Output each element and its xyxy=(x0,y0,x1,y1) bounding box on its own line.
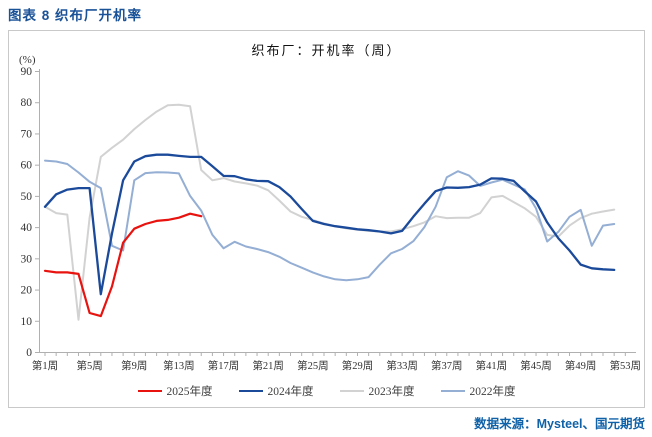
x-axis-tick-label: 第29周 xyxy=(342,359,374,372)
chart-title: 织布厂：开机率（周） xyxy=(251,43,402,58)
x-axis-tick-label: 第53周 xyxy=(610,359,642,372)
chart-legend: 2025年度 2024年度 2023年度 2022年度 xyxy=(9,383,644,399)
x-axis-tick-label: 第13周 xyxy=(163,359,195,372)
y-axis-tick-label: 50 xyxy=(21,191,33,203)
legend-label: 2022年度 xyxy=(469,386,516,398)
x-axis-tick-label: 第5周 xyxy=(77,359,103,372)
y-axis-tick-label: 40 xyxy=(21,222,33,234)
figure-title: 图表 8 织布厂开机率 xyxy=(8,8,143,23)
line-chart-plot: 0 10 20 30 40 50 60 70 80 90 第1周 第5周 第9周 第13周 第17周 第21周… xyxy=(21,66,642,372)
x-axis-tick-label: 第25周 xyxy=(297,359,329,372)
x-axis-tick-label: 第1周 xyxy=(32,359,58,372)
y-axis-tick-label: 90 xyxy=(21,66,33,78)
legend-swatch-icon xyxy=(339,390,364,392)
y-axis-unit-label: (%) xyxy=(19,54,36,66)
series-line-2024年度 xyxy=(43,153,616,296)
x-axis-tick-label: 第37周 xyxy=(431,359,463,372)
legend-item-2023年度: 2023年度 xyxy=(339,383,415,399)
legend-swatch-icon xyxy=(440,390,465,392)
x-axis-tick-label: 第49周 xyxy=(565,359,597,372)
x-axis-tick-label: 第9周 xyxy=(121,359,147,372)
legend-swatch-icon xyxy=(238,390,263,392)
legend-label: 2024年度 xyxy=(267,386,314,398)
y-axis-tick-label: 80 xyxy=(21,97,33,109)
x-axis-tick-label: 第41周 xyxy=(476,359,508,372)
x-axis-tick-label: 第45周 xyxy=(520,359,552,372)
legend-item-2024年度: 2024年度 xyxy=(238,383,314,399)
data-source-note: 数据来源：Mysteel、国元期货 xyxy=(474,417,645,431)
series-line-2023年度 xyxy=(44,103,616,321)
y-axis-tick-label: 0 xyxy=(26,347,32,359)
y-axis-tick-label: 20 xyxy=(21,285,33,297)
y-axis-tick-label: 70 xyxy=(21,128,33,140)
legend-label: 2025年度 xyxy=(166,386,213,398)
legend-label: 2023年度 xyxy=(368,386,415,398)
legend-item-2025年度: 2025年度 xyxy=(137,383,213,399)
x-axis-tick-label: 第21周 xyxy=(252,359,284,372)
series-line-2022年度 xyxy=(44,159,616,282)
series-line-2025年度 xyxy=(43,212,203,318)
y-axis-tick-label: 60 xyxy=(21,160,33,172)
chart-panel: 0 10 20 30 40 50 60 70 80 90 第1周 第5周 第9周 第13周 第17周 第21周… xyxy=(8,30,645,408)
x-axis-tick-label: 第17周 xyxy=(208,359,240,372)
x-axis-tick-label: 第33周 xyxy=(386,359,418,372)
legend-item-2022年度: 2022年度 xyxy=(440,383,516,399)
legend-swatch-icon xyxy=(137,390,162,392)
y-axis-tick-label: 30 xyxy=(21,253,33,265)
y-axis-tick-label: 10 xyxy=(21,316,33,328)
